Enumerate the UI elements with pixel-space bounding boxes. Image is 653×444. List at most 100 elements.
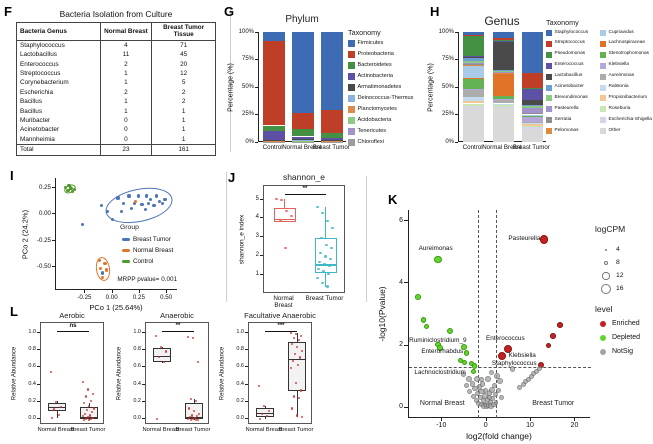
bar-segment [492,106,514,108]
legend-label: Tenericutes [357,127,387,134]
data-point [193,416,197,420]
table-row: Staphylococcus 4 71 [16,40,216,51]
y-tick-mark [52,266,55,268]
data-point [331,227,334,230]
volcano-point-notsig [499,395,505,401]
table-cell: 2 [99,59,153,70]
legend-label: Pasteurella [554,105,579,111]
x-category-label: Normal Breast [37,427,75,433]
level-legend-title: level [595,304,613,314]
y-tick-mark [260,236,263,238]
table-cell: Acinetobacter [16,125,101,135]
bar-segment [321,32,344,111]
legend-label: Pelomonas [554,127,579,133]
x-tick-label: 20 [570,422,579,429]
legend-swatch [600,51,606,58]
bar-segment [492,37,514,41]
data-point [57,413,61,416]
bar-segment [463,79,485,89]
data-point [194,418,198,421]
volcano-point-notsig [487,395,493,401]
data-point [163,197,167,201]
x-category-label: Breast Tumor [512,144,550,151]
data-point [91,416,95,420]
data-point [54,400,58,403]
y-tick-label: 0.8 [28,346,36,353]
legend-swatch [600,106,606,113]
legend-label: Propionibacterium [608,94,648,100]
bar-segment [521,112,543,115]
plot-area [458,32,546,142]
data-point [90,410,94,414]
volcano-point-depleted [446,327,453,335]
x-tick-mark [111,290,113,293]
x-axis-label: PCo 1 (25.64%) [89,303,143,312]
volcano-point-enriched [546,342,552,348]
legend-label: Staphylococcus [554,29,589,35]
level-legend-label: NotSig [612,348,634,355]
table-cell: Corynebacterium [16,78,101,88]
y-tick-label: 50% [441,83,454,90]
bar-segment [262,40,285,126]
bar-segment [463,103,485,107]
table-cell: 45 [151,50,216,60]
y-tick-label: 1.0 [133,328,141,335]
legend-label: Other [608,127,621,133]
table-row: Enterococcus 2 20 [16,59,216,70]
y-tick-label: -0.50 [36,263,51,271]
level-legend-dot [600,348,606,355]
bar-segment [321,138,344,140]
volcano-point-notsig [517,385,523,391]
bar-segment [463,88,485,90]
bar-segment [463,64,485,67]
table-cell: Muribacter [16,116,101,126]
bar-segment [292,128,314,137]
median-line [288,358,306,360]
legend-label: Cupriavidus [608,29,634,35]
volcano-point-notsig [463,382,469,388]
bar-segment [492,96,514,99]
y-tick-mark [260,254,263,256]
x-category-label: Breast Tumor [278,427,314,433]
bar-segment [492,107,514,142]
y-tick-mark [245,349,248,351]
group-region-label: Breast Tumor [532,399,575,407]
volcano-point-enriched [540,235,549,244]
data-point [164,350,168,353]
bar-segment [492,105,514,107]
y-tick-mark [455,114,458,115]
bar-segment [492,103,514,105]
table-row: Bacillus 1 1 [16,106,216,117]
volcano-point-depleted [470,368,476,374]
legend-title: Taxonomy [546,18,579,27]
table-cell: 71 [151,40,216,51]
y-tick-mark [142,418,145,420]
legend-label: Acidobacteria [357,116,392,123]
legend-label: Acinetobacter [554,84,584,89]
volcano-point-notsig [482,387,488,393]
y-tick-label: 0.0 [133,415,141,422]
table-cell: 1 [99,78,153,88]
bar-segment [521,116,543,122]
volcano-point-notsig [533,368,539,374]
box [80,406,98,419]
volcano-point-depleted [468,360,474,366]
data-point [161,201,165,205]
data-point [300,349,304,352]
plot-area: ns [40,322,104,424]
y-tick-mark [260,273,263,275]
legend-swatch [348,117,355,124]
level-legend-label: Enriched [612,320,640,327]
y-tick-mark [142,331,145,333]
y-tick-mark [245,331,248,333]
y-axis-label: shannon_e index [238,214,246,265]
x-category-label: Normal Breast [482,144,522,151]
volcano-point-notsig [479,381,486,387]
volcano-point-enriched [498,352,507,361]
panel-i-pcoa-plot: I -0.25 0.00 0.25 0.50 0.25 0.00 -0.25 -0.50 PCo… [2,164,220,312]
significance-label: ** [302,186,308,192]
legend-swatch [600,84,606,91]
bar-segment [521,121,543,123]
data-point [119,210,123,214]
bar-segment [262,32,285,41]
